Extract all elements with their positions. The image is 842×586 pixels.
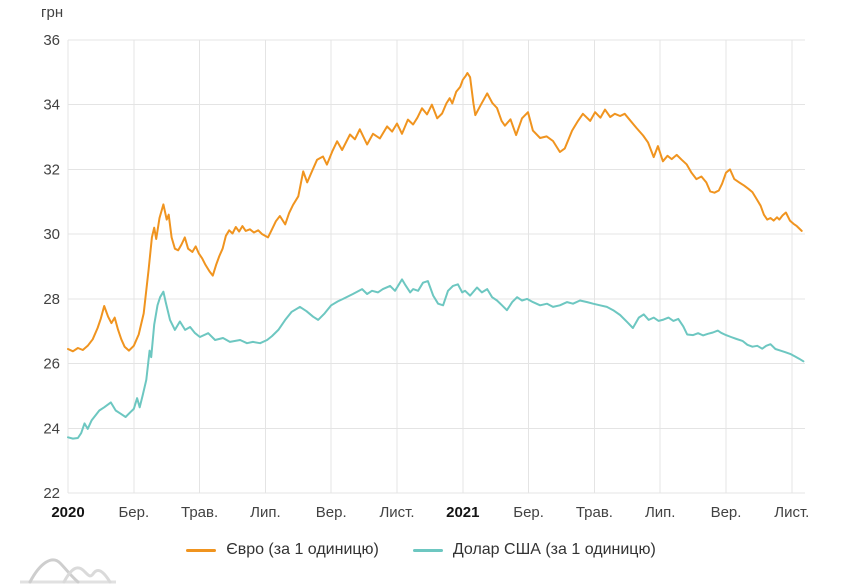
y-axis-tick-label: 32 — [43, 161, 60, 178]
x-axis-tick-label: Лист. — [379, 504, 414, 521]
legend-item-euro[interactable]: Євро (за 1 одиницю) — [186, 541, 379, 559]
y-axis-unit-label: грн — [41, 4, 64, 21]
y-axis-tick-label: 26 — [43, 356, 60, 373]
x-axis-tick-label: Лист. — [774, 504, 809, 521]
legend-item-usd[interactable]: Долар США (за 1 одиницю) — [412, 541, 656, 559]
chart-legend: Євро (за 1 одиницю) Долар США (за 1 один… — [0, 541, 842, 559]
euro-series-line — [67, 72, 803, 353]
usd-line-swatch — [412, 548, 443, 552]
y-axis-tick-label: 34 — [43, 97, 60, 114]
y-axis-tick-label: 28 — [43, 291, 60, 308]
usd-series-line — [67, 278, 805, 440]
chart-plot: 36 34 32 30 28 26 24 22 2020 Бер. Трав. Лип. Вер. Лис… — [43, 32, 809, 521]
x-axis-tick-label: Бер. — [118, 504, 149, 521]
x-axis-tick-label: Трав. — [576, 504, 613, 521]
x-axis-tick-label: Лип. — [645, 504, 676, 521]
watermark-logo-icon — [20, 558, 116, 584]
y-axis-tick-label: 30 — [43, 226, 60, 243]
legend-label-usd: Долар США (за 1 одиницю) — [452, 541, 656, 558]
y-axis-tick-label: 24 — [43, 420, 60, 437]
euro-line-swatch — [186, 548, 217, 552]
x-axis-tick-label: Вер. — [711, 504, 742, 521]
legend-label-euro: Євро (за 1 одиницю) — [226, 541, 379, 558]
x-axis-tick-label: 2021 — [446, 504, 479, 521]
x-axis-tick-label: Вер. — [316, 504, 347, 521]
y-axis-tick-label: 36 — [43, 32, 60, 49]
x-axis-tick-label: Трав. — [181, 504, 218, 521]
x-axis-tick-label: Бер. — [513, 504, 544, 521]
x-axis-tick-label: 2020 — [51, 504, 84, 521]
x-axis-tick-label: Лип. — [250, 504, 281, 521]
y-axis-tick-label: 22 — [43, 485, 60, 502]
